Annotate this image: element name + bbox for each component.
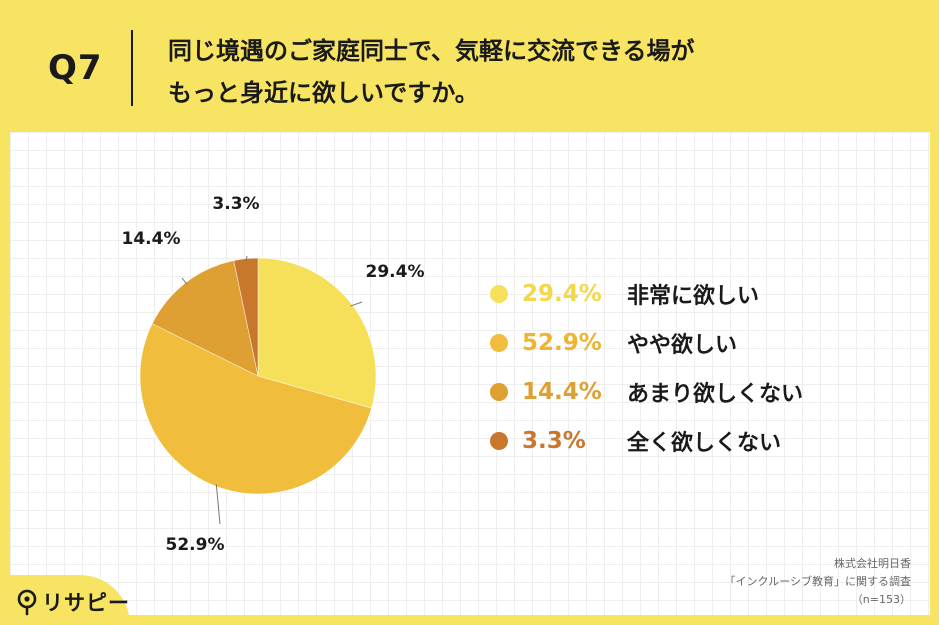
- leader-line-1: [350, 301, 363, 307]
- source-survey: 「インクルーシブ教育」に関する調査: [724, 575, 911, 588]
- legend-label-4: 全く欲しくない: [627, 430, 782, 456]
- brand-logo: リサピー: [16, 587, 130, 617]
- legend-label-2: やや欲しい: [627, 332, 738, 358]
- leader-line-2: [215, 484, 221, 525]
- legend-row-3: 14.4% あまり欲しくない: [490, 367, 803, 416]
- legend-pct-4: 3.3%: [522, 427, 586, 454]
- leader-line-4: [245, 255, 248, 261]
- legend: 29.4% 非常に欲しい 52.9% やや欲しい 14.4% あまり欲しくない …: [490, 269, 803, 465]
- header-divider: [131, 30, 133, 106]
- source-company: 株式会社明日香: [834, 557, 911, 570]
- data-label-1: 29.4%: [366, 262, 425, 282]
- question-line-1: 同じ境遇のご家庭同士で、気軽に交流できる場が: [168, 37, 695, 65]
- legend-row-2: 52.9% やや欲しい: [490, 318, 803, 367]
- leader-line-3: [181, 277, 188, 285]
- pie-chart: 29.4% 52.9% 14.4% 3.3%: [122, 194, 425, 555]
- pie-slice-2: [139, 323, 372, 495]
- legend-row-4: 3.3% 全く欲しくない: [490, 416, 803, 465]
- chart-panel: 29.4% 52.9% 14.4% 3.3% 29.4% 非常に欲しい 52.9% や…: [10, 132, 930, 615]
- legend-row-1: 29.4% 非常に欲しい: [490, 269, 803, 318]
- logo-background: [0, 575, 130, 625]
- legend-pct-1: 29.4%: [522, 280, 602, 307]
- logo-text: リサピー: [42, 591, 130, 615]
- data-label-3: 14.4%: [122, 229, 181, 249]
- source-note: 株式会社明日香 「インクルーシブ教育」に関する調査 （n=153）: [725, 555, 911, 609]
- legend-dot-1: [490, 284, 508, 303]
- legend-pct-3: 14.4%: [522, 378, 602, 405]
- data-label-4: 3.3%: [212, 194, 259, 214]
- data-label-2: 52.9%: [166, 535, 225, 555]
- question-number: Q7: [48, 48, 103, 88]
- header: Q7 同じ境遇のご家庭同士で、気軽に交流できる場が もっと身近に欲しいですか。: [0, 0, 939, 132]
- legend-dot-2: [490, 333, 508, 352]
- legend-dot-3: [490, 382, 508, 401]
- legend-dot-4: [490, 431, 508, 450]
- legend-pct-2: 52.9%: [522, 329, 602, 356]
- legend-label-1: 非常に欲しい: [627, 283, 760, 309]
- pie-slice-4: [233, 257, 259, 377]
- question-line-2: もっと身近に欲しいですか。: [168, 79, 479, 107]
- pie-slice-1: [257, 257, 377, 409]
- pin-icon: [17, 589, 37, 616]
- question-text: 同じ境遇のご家庭同士で、気軽に交流できる場が もっと身近に欲しいですか。: [168, 30, 908, 114]
- source-sample-size: （n=153）: [851, 593, 911, 606]
- legend-label-3: あまり欲しくない: [627, 381, 804, 407]
